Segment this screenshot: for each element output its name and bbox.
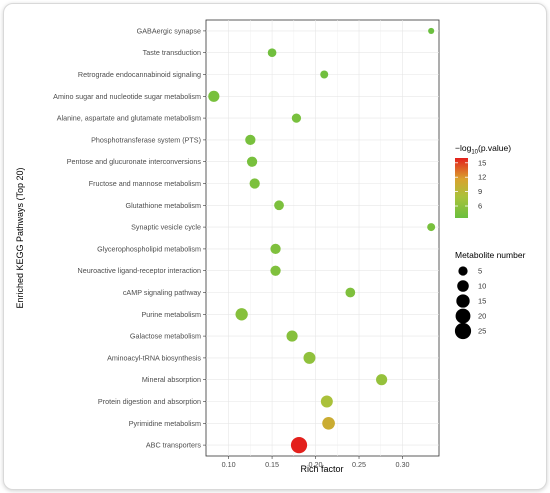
category-label: Purine metabolism xyxy=(141,310,201,319)
data-point xyxy=(428,27,435,34)
data-point xyxy=(245,134,256,146)
size-legend-title: Metabolite number xyxy=(455,250,526,260)
data-point xyxy=(235,308,248,321)
x-axis-ticks: 0.10 0.15 0.20 0.25 0.30 xyxy=(222,456,409,469)
color-bar-ticks: 6 9 12 15 xyxy=(455,158,486,211)
category-label: Pentose and glucuronate interconversions xyxy=(67,157,202,166)
category-label: Amino sugar and nucleotide sugar metabol… xyxy=(53,92,201,101)
plot-panel xyxy=(205,19,440,457)
data-point xyxy=(286,330,298,342)
size-legend: Metabolite number 5 10 15 20 25 xyxy=(454,250,526,340)
x-tick-label: 0.30 xyxy=(395,460,409,469)
data-point xyxy=(345,287,356,298)
category-label: ABC transporters xyxy=(146,441,202,450)
x-tick-label: 0.15 xyxy=(265,460,279,469)
data-point xyxy=(249,178,260,189)
category-label: Glycerophospholipid metabolism xyxy=(97,244,201,253)
color-legend-title: −log10(p.value) xyxy=(455,143,511,156)
size-legend-label: 25 xyxy=(478,327,486,336)
size-legend-label: 10 xyxy=(478,282,486,291)
y-axis-title: Enriched KEGG Pathways (Top 20) xyxy=(15,167,25,308)
size-legend-items: 5 10 15 20 25 xyxy=(454,266,486,340)
x-tick-label: 0.25 xyxy=(352,460,366,469)
size-legend-label: 5 xyxy=(478,267,482,276)
size-legend-label: 20 xyxy=(478,312,486,321)
size-legend-dot xyxy=(456,294,470,308)
category-label: Retrograde endocannabinoid signaling xyxy=(78,70,201,79)
category-label: Phosphotransferase system (PTS) xyxy=(91,135,201,144)
size-legend-dot xyxy=(458,266,468,276)
data-point xyxy=(322,416,335,430)
data-point xyxy=(291,113,302,123)
data-point xyxy=(320,70,329,79)
data-point xyxy=(270,265,281,276)
data-point xyxy=(267,48,277,58)
color-bar xyxy=(455,158,468,218)
color-tick-label: 12 xyxy=(478,173,486,182)
data-point xyxy=(274,200,284,211)
color-tick-label: 6 xyxy=(478,202,482,211)
data-point xyxy=(320,395,333,408)
data-point xyxy=(208,90,220,102)
data-points xyxy=(208,27,436,454)
x-tick-label: 0.20 xyxy=(309,460,323,469)
category-label: Synaptic vesicle cycle xyxy=(131,223,201,232)
grid-lines xyxy=(206,20,439,456)
color-tick-label: 9 xyxy=(478,187,482,196)
category-label: Protein digestion and absorption xyxy=(98,397,201,406)
category-label: Aminoacyl-tRNA biosynthesis xyxy=(107,353,201,362)
size-legend-label: 15 xyxy=(478,297,486,306)
data-point xyxy=(427,223,436,232)
size-legend-dot xyxy=(455,308,471,324)
data-point xyxy=(270,243,281,255)
category-label: Neuroactive ligand-receptor interaction xyxy=(78,266,201,275)
category-label: Taste transduction xyxy=(143,48,201,57)
size-legend-dot xyxy=(457,280,469,292)
color-legend: −log10(p.value) 6 9 12 15 xyxy=(455,143,511,218)
category-label: cAMP signaling pathway xyxy=(123,288,202,297)
data-point xyxy=(303,351,316,364)
color-tick-label: 15 xyxy=(478,158,486,167)
category-label: Alanine, aspartate and glutamate metabol… xyxy=(57,114,201,123)
data-point xyxy=(290,437,308,454)
category-label: Galactose metabolism xyxy=(130,332,201,341)
data-point xyxy=(376,374,388,386)
category-label: Pyrimidine metabolism xyxy=(129,419,201,428)
x-tick-label: 0.10 xyxy=(222,460,236,469)
category-label: GABAergic synapse xyxy=(137,26,201,35)
size-legend-dot xyxy=(454,322,472,340)
category-labels: GABAergic synapse Taste transduction Retro… xyxy=(53,26,206,450)
category-label: Mineral absorption xyxy=(142,375,201,384)
x-axis-title: Rich factor xyxy=(300,464,343,474)
data-point xyxy=(246,156,258,167)
category-label: Glutathione metabolism xyxy=(125,201,201,210)
category-label: Fructose and mannose metabolism xyxy=(89,179,201,188)
